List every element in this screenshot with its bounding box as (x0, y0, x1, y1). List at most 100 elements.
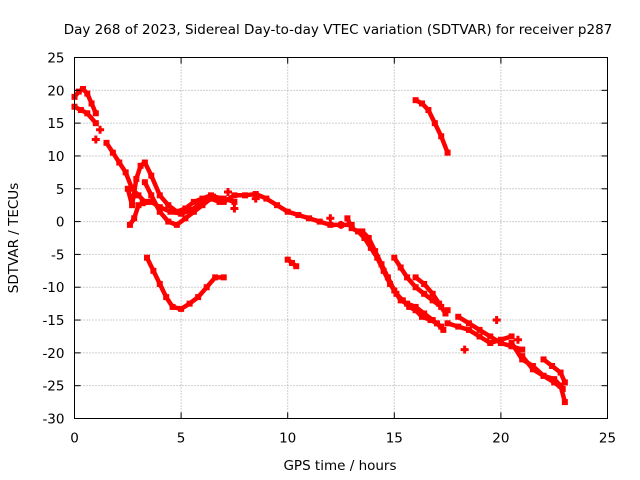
data-point (442, 310, 449, 317)
data-point (242, 192, 249, 199)
data-point (163, 294, 170, 301)
data-point (295, 212, 302, 219)
x-tick-label: 20 (492, 431, 509, 447)
data-point (231, 198, 238, 205)
data-point (167, 208, 174, 215)
data-point (131, 215, 138, 222)
data-point (429, 290, 436, 297)
y-tick-label: 15 (47, 116, 64, 132)
x-tick-label: 15 (386, 431, 403, 447)
data-point (293, 263, 300, 270)
data-point (561, 399, 568, 406)
data-point (216, 198, 223, 205)
data-point (419, 313, 426, 320)
data-point (438, 133, 445, 140)
data-point (519, 346, 526, 353)
data-point (513, 335, 522, 344)
data-point (429, 317, 436, 324)
series-arc-14 (412, 97, 451, 156)
data-point (549, 362, 556, 369)
data-point (438, 323, 445, 330)
data-point (508, 340, 515, 347)
data-point (355, 228, 362, 235)
data-point (316, 218, 323, 225)
tick-layer: 0 5 10 15 20 25 25 20 15 10 5 0 -5 -10 -15 -20 -25 -30 (42, 51, 616, 447)
data-point (129, 202, 136, 209)
y-tick-label: -5 (51, 247, 64, 263)
y-tick-label: -10 (42, 280, 64, 296)
data-point (165, 218, 172, 225)
data-point (84, 90, 91, 97)
data-point (551, 376, 558, 383)
data-point (412, 97, 419, 104)
data-point (497, 340, 504, 347)
data-point (421, 310, 428, 317)
data-point (173, 208, 180, 215)
series-arc-4 (124, 159, 223, 215)
series-arc-19 (540, 356, 568, 386)
data-point (84, 110, 91, 117)
data-point (143, 198, 150, 205)
data-point (182, 215, 189, 222)
data-point (444, 149, 451, 156)
data-point (109, 149, 116, 156)
series-line (142, 179, 222, 228)
data-point (207, 192, 214, 199)
series-line (72, 104, 99, 126)
data-point (220, 198, 227, 205)
data-point (207, 195, 214, 202)
data-point (186, 300, 193, 307)
data-point (508, 333, 515, 340)
data-point (173, 221, 180, 228)
data-point (492, 316, 501, 325)
data-point (92, 110, 99, 117)
data-point (444, 307, 451, 314)
y-tick-label: -30 (42, 412, 64, 428)
y-tick-label: 5 (56, 182, 65, 198)
data-point (135, 202, 142, 209)
data-point (141, 159, 148, 166)
data-point (148, 172, 155, 179)
data-point (156, 208, 163, 215)
x-tick-label: 5 (177, 431, 186, 447)
data-point (77, 107, 84, 114)
data-point (397, 264, 404, 271)
data-point (133, 175, 140, 182)
data-point (412, 303, 419, 310)
data-point (444, 320, 451, 327)
data-point (216, 195, 223, 202)
data-point (440, 326, 447, 333)
data-point (80, 86, 87, 93)
data-point (421, 290, 428, 297)
data-point (455, 313, 462, 320)
data-point (203, 284, 210, 291)
data-point (404, 300, 411, 307)
data-point (156, 280, 163, 287)
data-point (263, 195, 270, 202)
data-point (306, 215, 313, 222)
data-point (284, 208, 291, 215)
data-point (169, 303, 176, 310)
series-arc-9 (284, 256, 300, 270)
data-point (126, 221, 133, 228)
series-arc-7 (143, 254, 227, 312)
data-point (487, 333, 494, 340)
data-point (425, 107, 432, 114)
data-point (116, 159, 123, 166)
series-arc-15 (444, 320, 515, 347)
data-point (284, 256, 291, 263)
data-point (540, 356, 547, 363)
data-point (156, 192, 163, 199)
data-point (220, 274, 227, 281)
y-axis-label: SDTVAR / TECUs (6, 183, 22, 293)
series-arc-6 (126, 198, 150, 228)
data-point (406, 303, 413, 310)
data-point (75, 88, 82, 95)
data-point (337, 220, 345, 229)
series-arc-11 (359, 228, 445, 330)
y-tick-label: 10 (47, 149, 64, 165)
data-point (436, 300, 443, 307)
data-point (465, 326, 472, 333)
data-point (455, 323, 462, 330)
data-point (397, 297, 404, 304)
